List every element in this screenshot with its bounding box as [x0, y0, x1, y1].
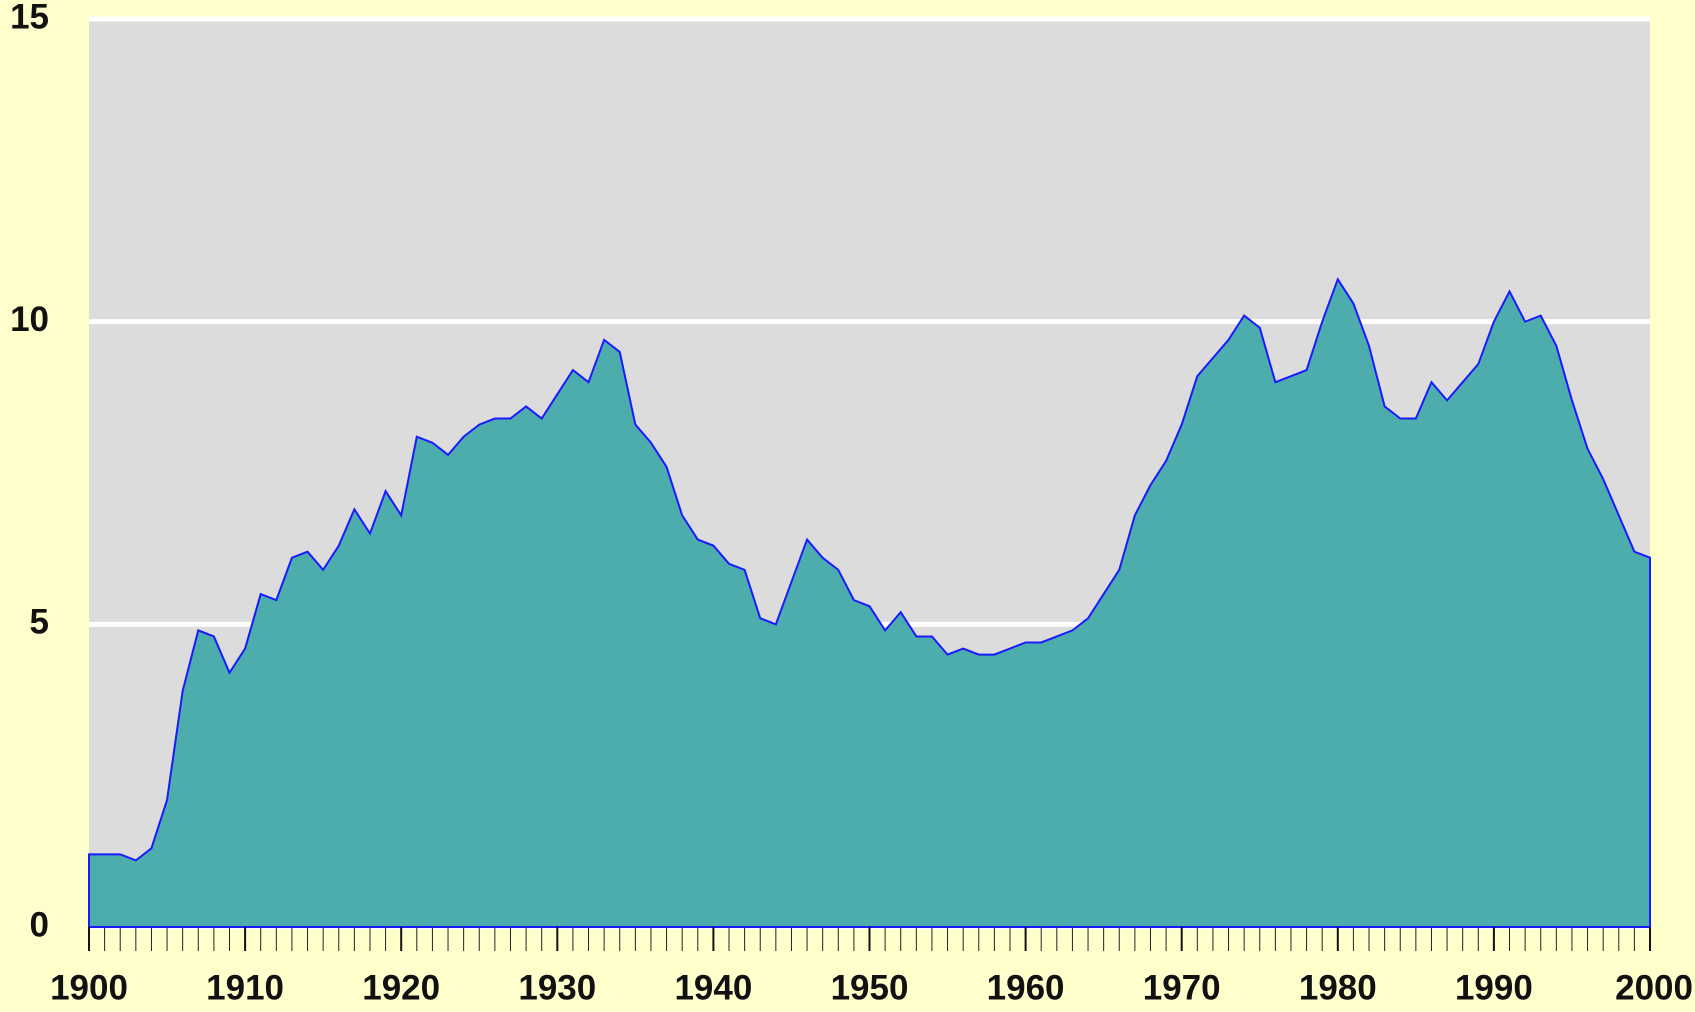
x-tick-label: 2000 [1615, 968, 1693, 1007]
x-tick-label: 1960 [987, 968, 1065, 1007]
x-tick-label: 1940 [674, 968, 752, 1007]
y-tick-label: 10 [10, 300, 49, 339]
x-tick-label: 1930 [518, 968, 596, 1007]
x-tick-label: 1970 [1143, 968, 1221, 1007]
x-tick-label: 1990 [1455, 968, 1533, 1007]
x-tick-label: 1910 [206, 968, 284, 1007]
x-tick-label: 1900 [50, 968, 128, 1007]
x-tick-label: 1920 [362, 968, 440, 1007]
y-tick-label: 0 [30, 905, 49, 944]
y-tick-label: 15 [10, 0, 49, 36]
y-tick-label: 5 [30, 603, 49, 642]
x-tick-label: 1950 [831, 968, 909, 1007]
x-tick-label: 1980 [1299, 968, 1377, 1007]
area [88, 277, 1651, 928]
